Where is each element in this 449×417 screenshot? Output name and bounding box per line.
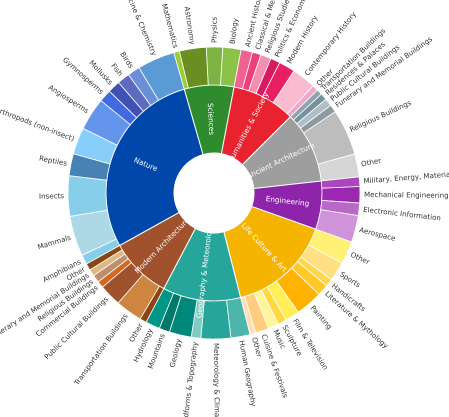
subcategory-label-nature-8: Fish — [109, 61, 125, 77]
subcategory-label-nature-10: Medicine & Chemistry — [120, 0, 159, 57]
subcategory-label-sciences-2: Physics — [210, 16, 219, 43]
subcategory-label-nature-1: Mammals — [36, 233, 72, 252]
subcategory-label-nature-3: Reptiles — [38, 153, 68, 167]
subcategory-wedge-nature-10[interactable] — [138, 52, 185, 101]
subcategory-wedge-geography-and-meteorological-1[interactable] — [200, 299, 232, 340]
subcategory-label-geography-and-meteorological-3: Geology — [168, 338, 184, 369]
category-label-sciences: Sciences — [206, 103, 216, 136]
subcategory-label-engineering-1: Mechanical Engineering — [364, 190, 449, 200]
subcategory-label-nature-2: Insects — [39, 191, 65, 201]
subcategory-wedge-nature-2[interactable] — [67, 175, 108, 217]
subcategory-label-nature-5: Angiosperms — [47, 83, 91, 116]
subcategory-label-sciences-0: Mathematics — [160, 3, 180, 50]
subcategory-label-sciences-3: Biology — [228, 18, 240, 45]
subcategory-label-engineering-3: Aerospace — [358, 225, 396, 243]
subcategory-label-nature-4: Arthropods (non-insect) — [0, 105, 76, 144]
subcategory-wedge-sciences-2[interactable] — [205, 46, 224, 86]
subcategory-label-ancient-architecture-5: Other — [360, 156, 382, 169]
outer-ring — [67, 46, 361, 340]
subcategory-label-geography-and-meteorological-1: Meteorology & Climate — [212, 343, 222, 417]
subcategory-label-engineering-2: Electronic Information — [363, 205, 442, 223]
subcategory-label-ancient-architecture-4: Religious Buildings — [348, 98, 413, 134]
subcategory-label-engineering-0: Military, Energy, Materials, Chemical En… — [363, 163, 449, 186]
subcategory-label-sciences-1: Astronomy — [183, 6, 197, 45]
subcategory-label-life-culture-and-art-4: Painting — [309, 304, 334, 332]
subcategory-label-geography-and-meteorological-2: Landforms & Topography — [180, 341, 200, 417]
subcategory-label-life-culture-and-art-0: Other — [349, 250, 371, 266]
center-hole — [174, 153, 254, 233]
